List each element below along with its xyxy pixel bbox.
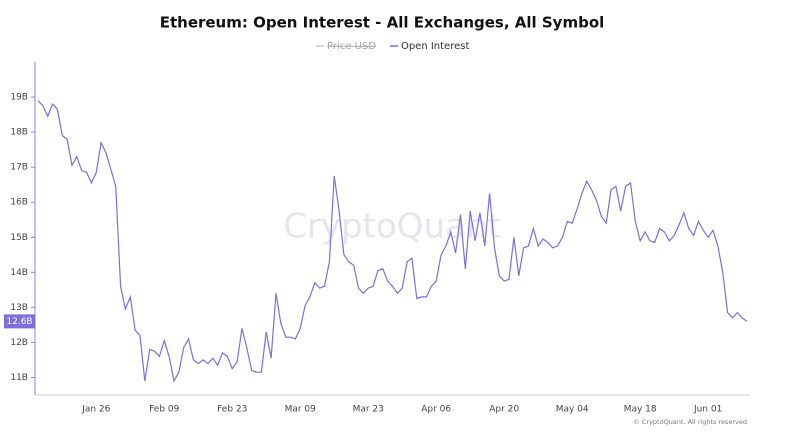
y-tick-label: 11B: [10, 373, 28, 383]
y-tick-label: 16B: [10, 198, 28, 208]
y-tick-label: 19B: [10, 93, 28, 103]
watermark: CryptoQuant: [283, 207, 501, 247]
x-tick-label: May 18: [624, 405, 657, 415]
x-tick-label: Apr 06: [421, 405, 451, 415]
y-tick-label: 18B: [10, 128, 28, 138]
x-tick-label: Feb 23: [217, 405, 247, 415]
last-value-label: 12.6B: [6, 317, 32, 327]
x-tick-label: Feb 09: [149, 405, 180, 415]
legend-label: Price USD: [327, 41, 376, 52]
x-tick-label: Mar 23: [353, 405, 384, 415]
legend-label: Open Interest: [401, 41, 470, 52]
footer: © CryptoQuant. All rights reserved: [633, 418, 747, 426]
y-tick-label: 13B: [10, 303, 28, 313]
data-line: [37, 100, 748, 383]
last-value-box: [4, 314, 35, 329]
chart-title: Ethereum: Open Interest - All Exchanges,…: [160, 14, 605, 32]
x-tick-label: Mar 09: [285, 405, 317, 415]
x-tick-label: May 04: [556, 405, 589, 415]
y-tick-label: 12B: [10, 338, 28, 348]
x-tick-label: Jun 01: [693, 405, 722, 415]
y-tick-label: 14B: [10, 268, 28, 278]
x-tick-label: Jan 26: [81, 405, 110, 415]
x-tick-label: Apr 20: [489, 405, 519, 415]
y-tick-label: 17B: [10, 163, 28, 173]
y-tick-label: 15B: [10, 233, 28, 243]
